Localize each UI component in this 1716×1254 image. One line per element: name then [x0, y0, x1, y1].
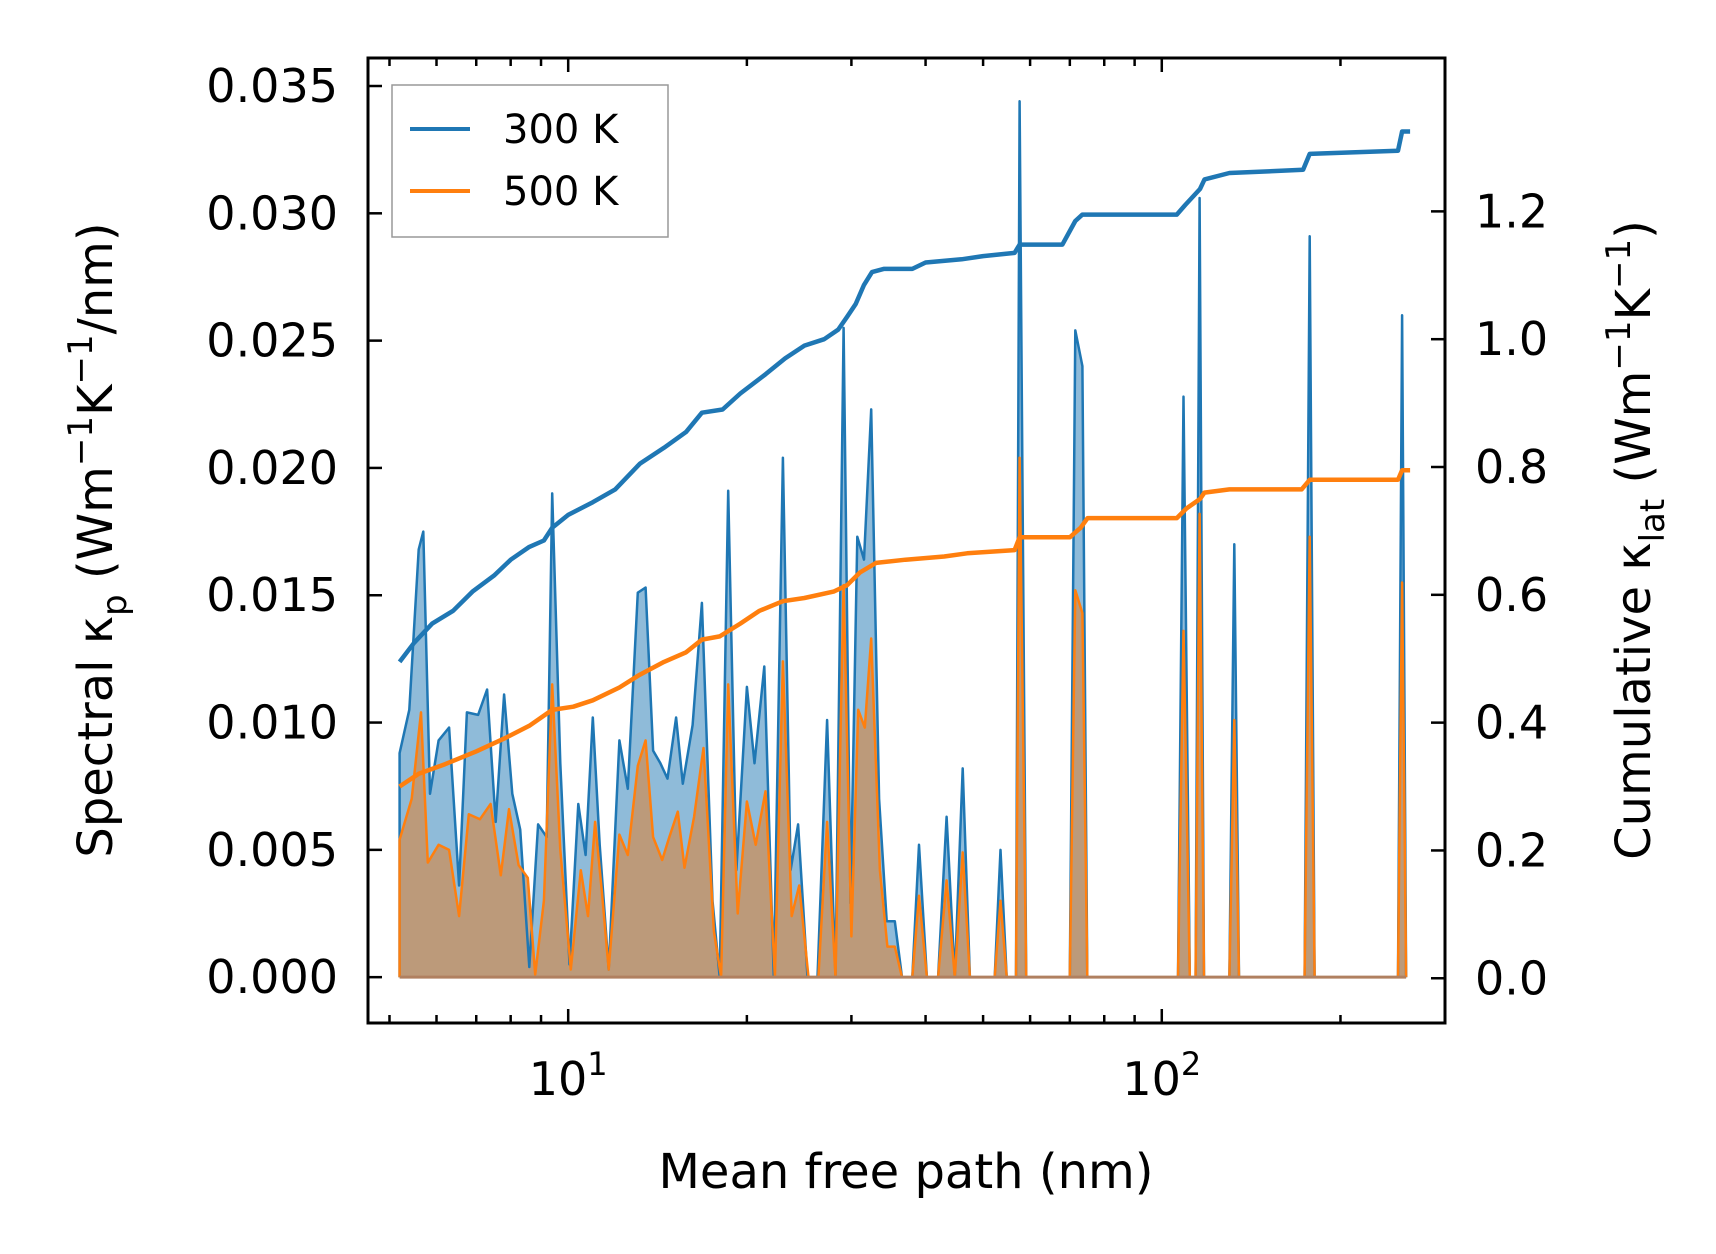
axis-ticks	[368, 58, 1447, 1023]
cumulative-lines	[397, 129, 1411, 789]
left-y-tick-label: 0.010	[206, 696, 338, 750]
plot-frame	[366, 56, 1447, 1025]
spectral-lines	[398, 100, 1408, 979]
x-tick-label: 102	[1122, 1045, 1201, 1106]
left-y-tick-label: 0.035	[206, 59, 338, 113]
left-y-tick-label: 0.020	[206, 441, 338, 495]
spectral-area-300k	[399, 101, 1407, 978]
spectral-fills	[399, 101, 1407, 978]
left-y-tick-label: 0.015	[206, 568, 338, 622]
tick-labels: 0.000 0.005 0.010 0.015 0.020 0.025 0.030 0.035…	[206, 59, 1548, 1106]
left-y-tick-label: 0.005	[206, 823, 338, 877]
left-y-tick-label: 0.030	[206, 186, 338, 240]
right-y-tick-label: 0.8	[1475, 440, 1548, 494]
x-tick-label: 101	[529, 1045, 608, 1106]
legend-label-500k: 500 K	[503, 169, 620, 215]
cumulative-line-300k	[397, 129, 1411, 664]
cumulative-line-500k	[398, 467, 1411, 789]
spectral-line-500k	[398, 456, 1408, 979]
right-y-tick-label: 1.0	[1475, 312, 1548, 366]
right-y-tick-label: 0.2	[1475, 823, 1548, 877]
right-y-tick-label: 0.6	[1475, 568, 1548, 622]
legend-frame	[391, 84, 669, 238]
legend-label-300k: 300 K	[503, 107, 620, 153]
left-y-tick-label: 0.000	[206, 950, 338, 1004]
right-y-tick-label: 0.0	[1475, 951, 1548, 1005]
legend: 300 K 500 K	[391, 84, 669, 238]
spectral-area-500k	[399, 457, 1407, 978]
left-y-tick-label: 0.025	[206, 314, 338, 368]
right-y-tick-label: 1.2	[1475, 184, 1548, 238]
left-y-axis-label: Spectral κp (Wm−1K−1/nm)	[61, 222, 135, 857]
right-y-tick-label: 0.4	[1475, 696, 1548, 750]
right-y-axis-label: Cumulative κlat (Wm−1K−1)	[1599, 220, 1673, 860]
x-axis-label: Mean free path (nm)	[659, 1144, 1154, 1200]
